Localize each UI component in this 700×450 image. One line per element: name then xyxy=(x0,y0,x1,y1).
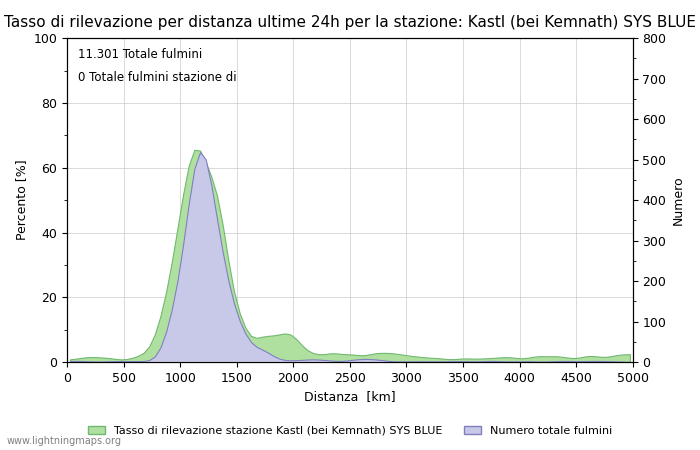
Text: 0 Totale fulmini stazione di: 0 Totale fulmini stazione di xyxy=(78,71,237,84)
X-axis label: Distanza  [km]: Distanza [km] xyxy=(304,391,396,404)
Text: www.lightningmaps.org: www.lightningmaps.org xyxy=(7,436,122,446)
Legend: Tasso di rilevazione stazione Kastl (bei Kemnath) SYS BLUE, Numero totale fulmin: Tasso di rilevazione stazione Kastl (bei… xyxy=(83,421,617,440)
Text: 11.301 Totale fulmini: 11.301 Totale fulmini xyxy=(78,48,203,61)
Y-axis label: Numero: Numero xyxy=(672,176,685,225)
Title: Tasso di rilevazione per distanza ultime 24h per la stazione: Kastl (bei Kemnath: Tasso di rilevazione per distanza ultime… xyxy=(4,15,696,30)
Y-axis label: Percento [%]: Percento [%] xyxy=(15,160,28,240)
